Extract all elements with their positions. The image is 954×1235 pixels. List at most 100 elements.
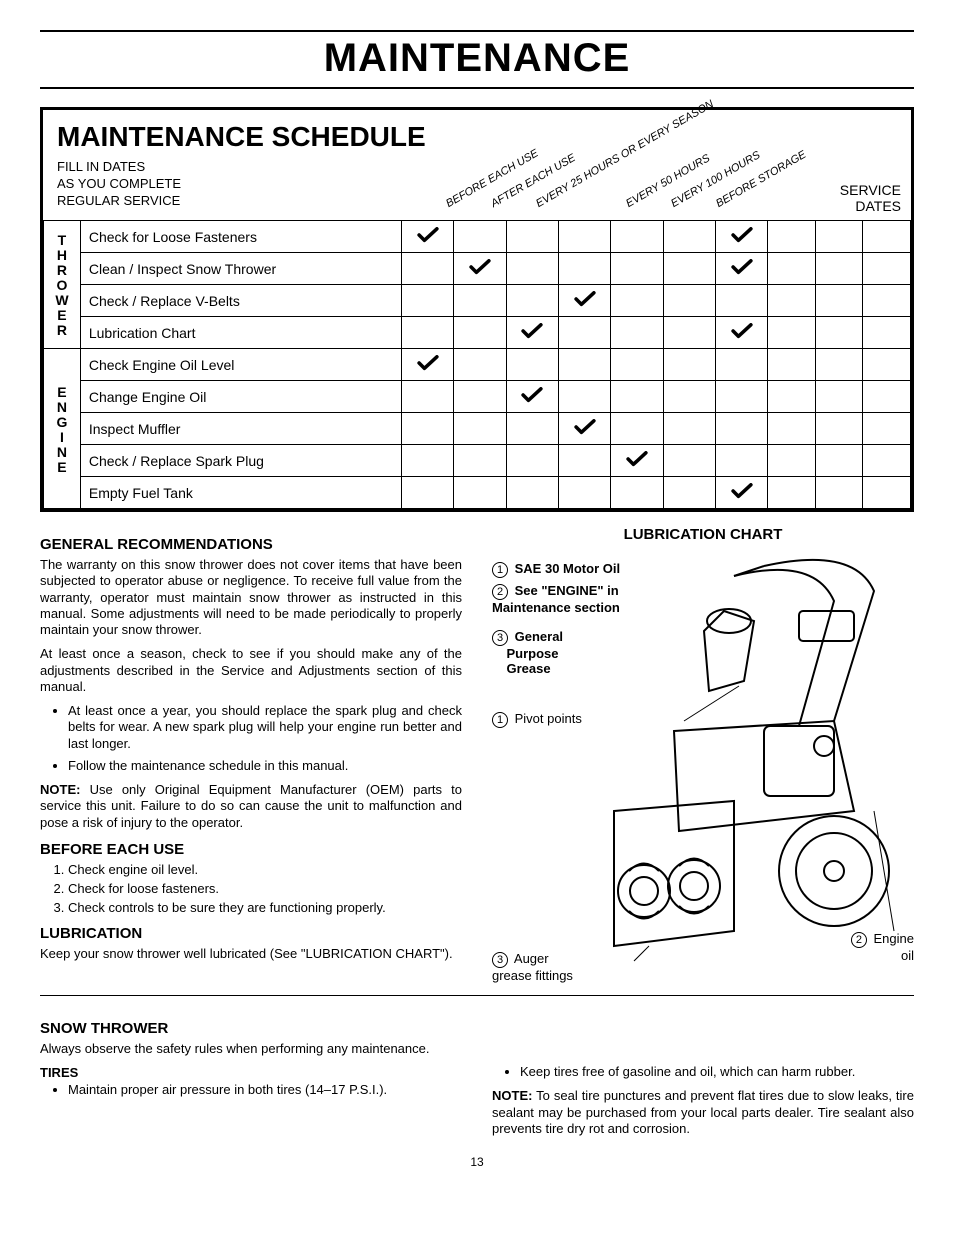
check-cell [454,317,506,349]
checkmark-icon [731,259,753,275]
check-cell [558,221,610,253]
tires-1: Maintain proper air pressure in both tir… [68,1082,462,1098]
circ-1b: 1 [492,712,508,728]
check-cell [454,445,506,477]
date-cell [768,381,816,413]
check-cell [663,253,715,285]
date-cell [768,349,816,381]
date-cell [815,253,863,285]
category-thrower: THROWER [44,221,81,349]
date-cell [863,285,911,317]
schedule-title: MAINTENANCE SCHEDULE [57,121,426,153]
h-snow-thrower: SNOW THROWER [40,1020,462,1037]
check-cell [715,445,767,477]
task-cell: Clean / Inspect Snow Thrower [80,253,401,285]
task-cell: Check for Loose Fasteners [80,221,401,253]
task-cell: Empty Fuel Tank [80,477,401,509]
note-label: NOTE: [40,782,80,797]
check-cell [506,477,558,509]
check-cell [506,413,558,445]
check-cell [611,285,663,317]
check-cell [454,221,506,253]
check-cell [558,413,610,445]
check-cell [401,477,453,509]
snow-p: Always observe the safety rules when per… [40,1041,462,1057]
check-cell [454,285,506,317]
task-cell: Check / Replace V-Belts [80,285,401,317]
check-cell [663,477,715,509]
lub-l3a: General [515,629,563,644]
schedule-sub-1: FILL IN DATES [57,159,145,174]
check-cell [506,285,558,317]
checkmark-icon [626,451,648,467]
note-text-2: To seal tire punctures and prevent flat … [492,1088,914,1136]
check-cell [558,445,610,477]
check-cell [454,381,506,413]
check-cell [558,477,610,509]
schedule-sub-3: REGULAR SERVICE [57,193,180,208]
check-cell [715,285,767,317]
service-dates-2: DATES [855,198,901,214]
gen-rec-p2: At least once a season, check to see if … [40,646,462,695]
check-cell [663,349,715,381]
check-cell [611,221,663,253]
h-general-rec: GENERAL RECOMMENDATIONS [40,536,462,553]
check-cell [558,349,610,381]
check-cell [663,413,715,445]
check-cell [611,381,663,413]
date-cell [768,413,816,445]
before-1: Check engine oil level. [68,862,462,877]
task-cell: Check Engine Oil Level [80,349,401,381]
circ-2: 2 [492,584,508,600]
note-text: Use only Original Equipment Manufacturer… [40,782,462,830]
tires-2: Keep tires free of gasoline and oil, whi… [520,1064,914,1080]
circ-3b: 3 [492,952,508,968]
auger-l2: grease fittings [492,968,573,983]
check-cell [558,285,610,317]
check-cell [611,317,663,349]
check-cell [663,381,715,413]
task-cell: Check / Replace Spark Plug [80,445,401,477]
checkmark-icon [521,387,543,403]
check-cell [401,285,453,317]
check-cell [454,413,506,445]
check-cell [401,413,453,445]
check-cell [715,253,767,285]
checkmark-icon [574,419,596,435]
date-cell [768,477,816,509]
check-cell [611,477,663,509]
service-dates-1: SERVICE [840,182,901,198]
lub-l3b: Purpose [506,646,558,661]
date-cell [863,381,911,413]
date-cell [815,445,863,477]
checkmark-icon [731,227,753,243]
tires-note: NOTE: To seal tire punctures and prevent… [492,1088,914,1137]
circ-1: 1 [492,562,508,578]
check-cell [454,477,506,509]
gen-rec-p1: The warranty on this snow thrower does n… [40,557,462,638]
auger-l1: Auger [514,951,549,966]
lub-p: Keep your snow thrower well lubricated (… [40,946,462,962]
date-cell [863,221,911,253]
before-3: Check controls to be sure they are funct… [68,900,462,915]
circ-3: 3 [492,630,508,646]
task-cell: Lubrication Chart [80,317,401,349]
check-cell [611,413,663,445]
check-cell [611,349,663,381]
check-cell [401,221,453,253]
check-cell [506,445,558,477]
check-cell [715,349,767,381]
h-lubrication: LUBRICATION [40,925,462,942]
check-cell [506,349,558,381]
gen-rec-b1: At least once a year, you should replace… [68,703,462,752]
page-title: MAINTENANCE [40,36,914,81]
checkmark-icon [731,323,753,339]
check-cell [454,253,506,285]
check-cell [611,445,663,477]
h-before-each: BEFORE EACH USE [40,841,462,858]
date-cell [863,445,911,477]
snow-thrower-illustration [584,551,914,971]
check-cell [715,477,767,509]
check-cell [558,317,610,349]
date-cell [768,253,816,285]
